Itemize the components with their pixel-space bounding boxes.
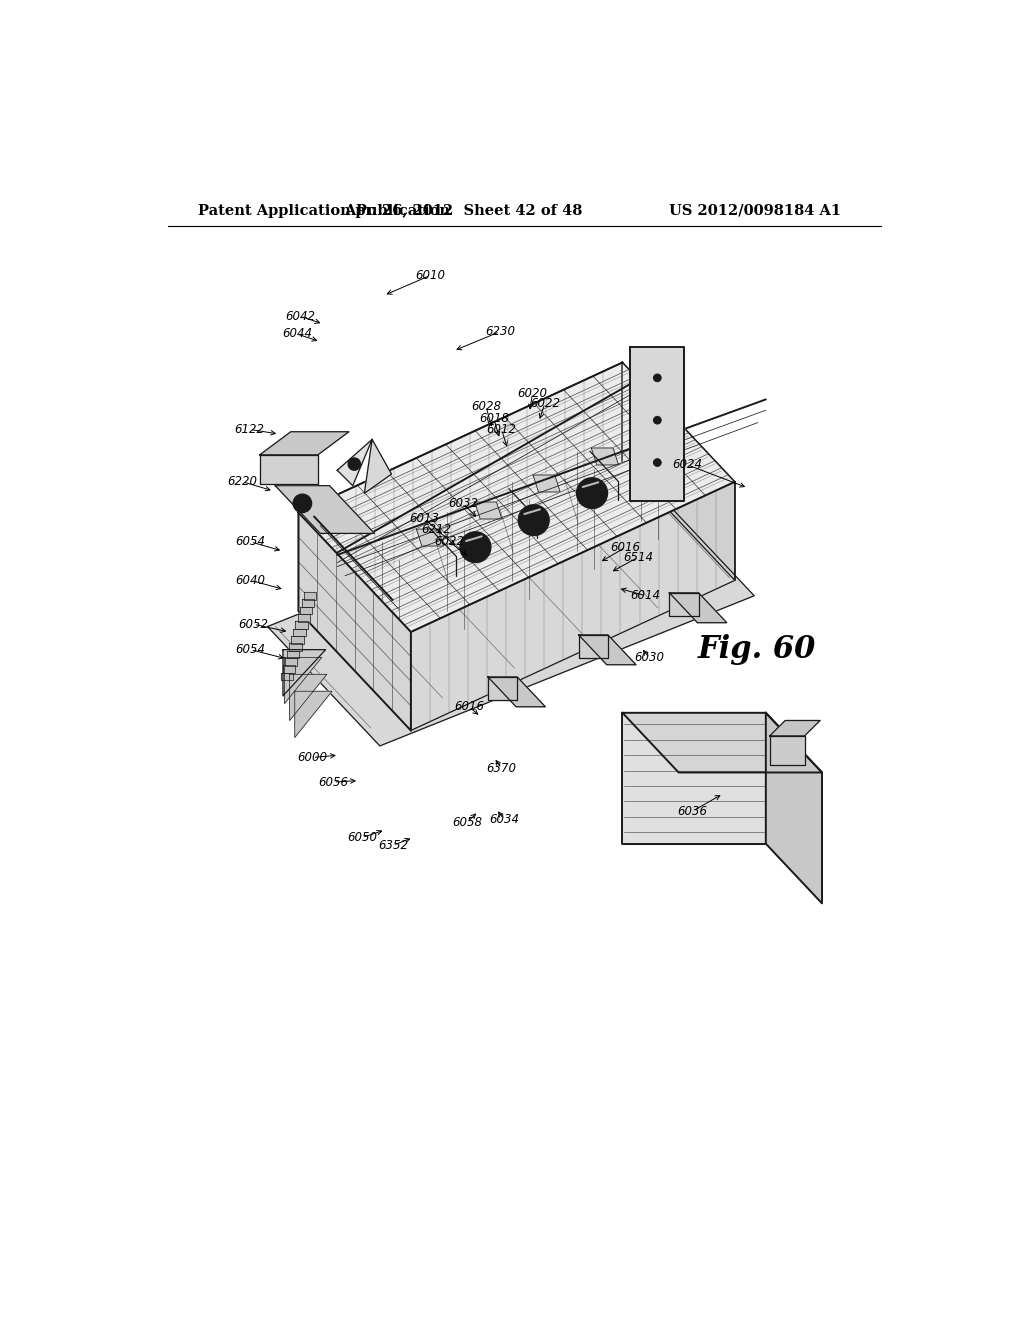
Text: Patent Application Publication: Patent Application Publication: [198, 203, 450, 218]
Text: 6042: 6042: [285, 310, 315, 323]
Text: 6054: 6054: [236, 643, 265, 656]
Polygon shape: [534, 475, 560, 492]
Text: 6010: 6010: [416, 269, 445, 282]
Polygon shape: [670, 593, 727, 623]
Text: 6040: 6040: [236, 574, 265, 587]
Polygon shape: [285, 659, 297, 665]
Text: 6122: 6122: [234, 422, 264, 436]
Text: 6000: 6000: [297, 751, 328, 764]
Circle shape: [653, 458, 662, 466]
Circle shape: [518, 504, 549, 536]
Polygon shape: [291, 636, 304, 644]
Polygon shape: [304, 591, 316, 599]
Text: 6024: 6024: [673, 458, 702, 471]
Circle shape: [460, 532, 490, 562]
Polygon shape: [260, 432, 349, 455]
Polygon shape: [623, 713, 766, 843]
Text: 6030: 6030: [634, 651, 664, 664]
Polygon shape: [299, 363, 623, 611]
Polygon shape: [766, 713, 822, 903]
Text: US 2012/0098184 A1: US 2012/0098184 A1: [669, 203, 841, 218]
Polygon shape: [770, 721, 820, 737]
Polygon shape: [623, 363, 735, 581]
Text: 6016: 6016: [610, 541, 641, 554]
Text: 6212: 6212: [422, 523, 452, 536]
Polygon shape: [592, 447, 618, 465]
Polygon shape: [417, 529, 443, 546]
Circle shape: [348, 458, 360, 470]
Polygon shape: [281, 673, 293, 681]
Polygon shape: [623, 713, 822, 772]
Text: 6012: 6012: [486, 422, 516, 436]
Text: 6014: 6014: [631, 589, 660, 602]
Text: 6058: 6058: [453, 816, 482, 829]
Text: 6056: 6056: [318, 776, 348, 788]
Text: 6050: 6050: [347, 832, 377, 843]
Text: 6034: 6034: [488, 813, 519, 825]
Polygon shape: [295, 692, 332, 738]
Polygon shape: [287, 651, 299, 659]
Text: 6022: 6022: [530, 397, 560, 409]
Polygon shape: [285, 657, 322, 704]
Circle shape: [577, 478, 607, 508]
Polygon shape: [299, 512, 411, 730]
Polygon shape: [298, 614, 310, 622]
Polygon shape: [289, 643, 301, 651]
Polygon shape: [488, 677, 517, 700]
Polygon shape: [283, 649, 326, 696]
Text: 6044: 6044: [282, 327, 312, 341]
Polygon shape: [293, 628, 306, 636]
Polygon shape: [488, 677, 546, 706]
Text: 6230: 6230: [485, 325, 515, 338]
Text: 6020: 6020: [517, 387, 548, 400]
Text: 6352: 6352: [378, 838, 408, 851]
Text: 6052: 6052: [239, 618, 268, 631]
Text: 6036: 6036: [677, 805, 708, 818]
Polygon shape: [475, 502, 502, 519]
Text: 6016: 6016: [454, 700, 484, 713]
Polygon shape: [337, 440, 372, 486]
Polygon shape: [299, 461, 735, 730]
Circle shape: [653, 374, 662, 381]
Polygon shape: [290, 675, 327, 721]
Polygon shape: [302, 599, 314, 607]
Polygon shape: [260, 455, 317, 484]
Text: 6514: 6514: [623, 550, 653, 564]
Polygon shape: [411, 482, 735, 730]
Circle shape: [293, 494, 311, 512]
Text: Apr. 26, 2012  Sheet 42 of 48: Apr. 26, 2012 Sheet 42 of 48: [344, 203, 582, 218]
Polygon shape: [579, 635, 608, 657]
Polygon shape: [579, 635, 636, 665]
Polygon shape: [630, 347, 684, 502]
Text: 6018: 6018: [479, 412, 509, 425]
Text: 6220: 6220: [227, 475, 258, 488]
Text: 6022: 6022: [434, 536, 465, 548]
Text: 6370: 6370: [486, 762, 516, 775]
Text: 6013: 6013: [409, 512, 439, 525]
Text: 6032: 6032: [447, 496, 478, 510]
Text: 6054: 6054: [236, 536, 265, 548]
Polygon shape: [267, 477, 755, 746]
Text: Fig. 60: Fig. 60: [697, 634, 816, 665]
Polygon shape: [670, 593, 698, 615]
Polygon shape: [283, 665, 295, 673]
Polygon shape: [365, 440, 391, 494]
Polygon shape: [296, 622, 308, 630]
Polygon shape: [300, 607, 312, 614]
Polygon shape: [770, 737, 805, 766]
Text: 6028: 6028: [471, 400, 501, 413]
Polygon shape: [299, 363, 735, 632]
Circle shape: [653, 416, 662, 424]
Polygon shape: [275, 486, 375, 533]
